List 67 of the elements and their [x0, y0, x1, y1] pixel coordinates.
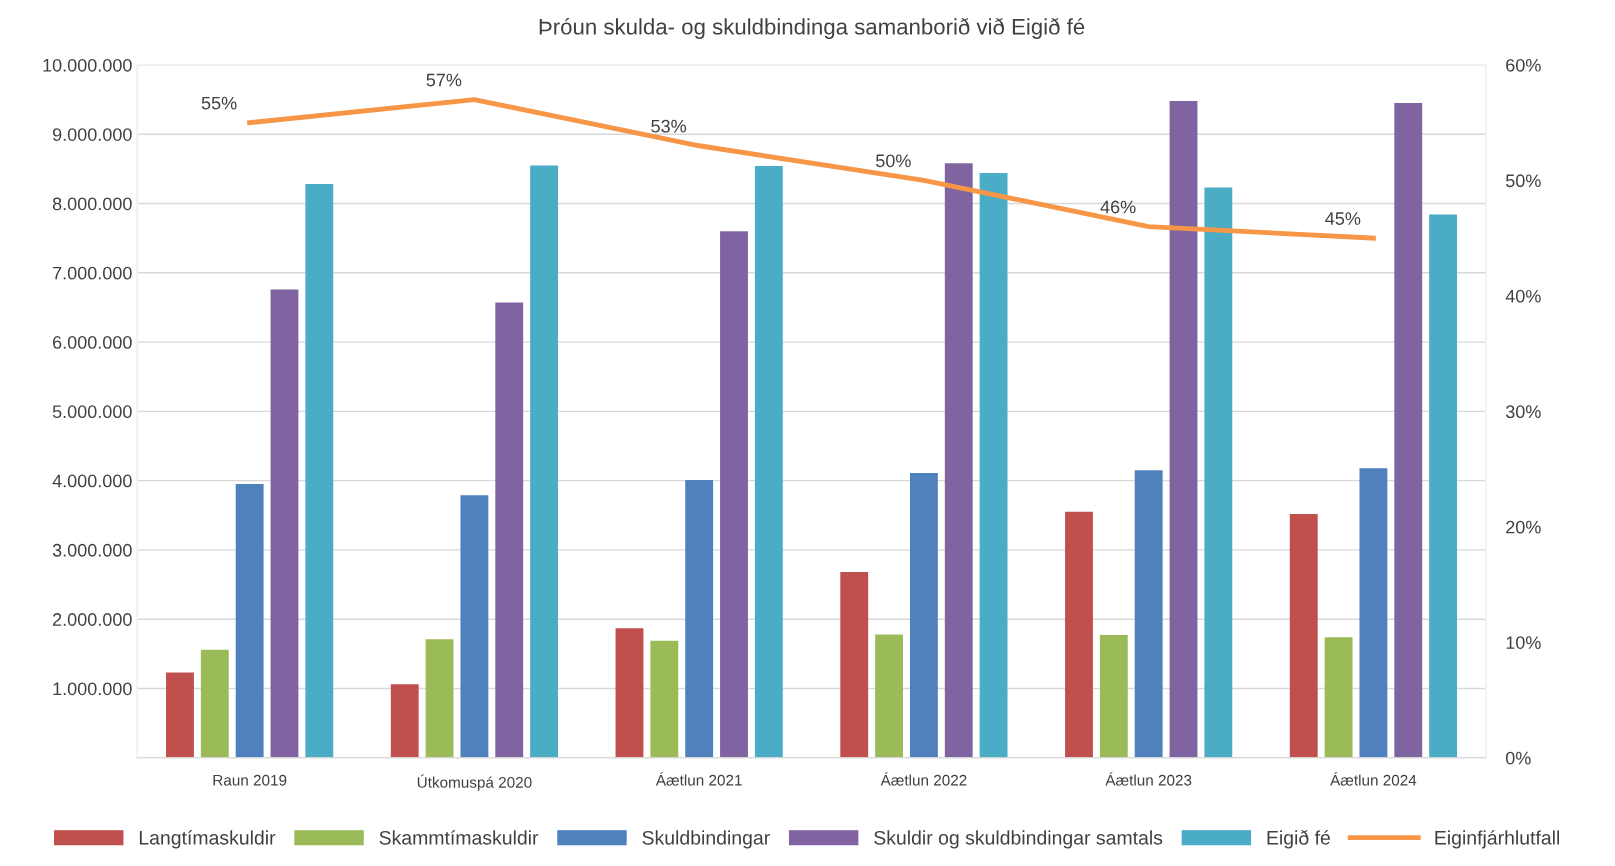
- bar: [1324, 637, 1353, 758]
- bar: [875, 634, 904, 758]
- x-tick-label: Áætlun 2024: [1330, 772, 1417, 786]
- y2-tick-label: 30%: [1505, 405, 1541, 419]
- y-tick-label: 10.000.000: [43, 58, 132, 72]
- y-tick-label: 6.000.000: [53, 336, 132, 349]
- y-tick-label: 3.000.000: [52, 543, 132, 557]
- y-tick-label: 5.000.000: [52, 405, 132, 419]
- y-tick-label: 8.000.000: [52, 197, 132, 211]
- y-tick-label: 4.000.000: [52, 474, 132, 488]
- bar: [390, 684, 419, 758]
- legend-label: Skuldir og skuldbindingar samtals: [874, 830, 1163, 849]
- y-tick-label: 7.000.000: [53, 266, 132, 280]
- bar: [909, 473, 938, 758]
- bar: [1394, 103, 1423, 758]
- x-tick-label: Áætlun 2022: [880, 772, 967, 786]
- bar: [720, 231, 748, 758]
- y2-tick-label: 10%: [1506, 636, 1541, 649]
- bar: [235, 484, 264, 758]
- data-label: 46%: [1100, 200, 1136, 214]
- bar: [1134, 470, 1163, 758]
- bar: [495, 302, 524, 758]
- bar: [685, 479, 714, 758]
- bar: [1359, 468, 1388, 758]
- legend-label: Eiginfjárhlutfall: [1435, 830, 1560, 849]
- x-tick-label: Raun 2019: [213, 774, 287, 786]
- bar: [1204, 187, 1233, 758]
- y2-tick-label: 60%: [1506, 58, 1541, 72]
- data-label: 53%: [651, 119, 687, 133]
- y2-tick-label: 20%: [1506, 520, 1541, 534]
- y2-tick-label: 40%: [1505, 289, 1541, 303]
- bar: [1289, 513, 1318, 758]
- bar: [305, 184, 334, 758]
- bar: [460, 495, 489, 758]
- bar: [1099, 635, 1128, 758]
- line-series: [247, 97, 1376, 241]
- y2-tick-label: 50%: [1505, 174, 1541, 188]
- bar: [754, 166, 783, 758]
- chart-title: Þróun skulda- og skuldbindinga samanborið við Eigið fé: [539, 17, 1085, 40]
- legend-label: Langtímaskuldir: [139, 830, 276, 849]
- data-label: 45%: [1325, 212, 1361, 225]
- bar: [166, 672, 194, 758]
- bar: [1429, 214, 1458, 758]
- bar: [270, 289, 299, 758]
- legend-label: Skammtímaskuldir: [379, 830, 539, 845]
- y-tick-label: 1.000.000: [53, 682, 132, 696]
- y-tick-label: 2.000.000: [53, 613, 132, 626]
- data-label: 50%: [876, 154, 911, 168]
- x-tick-label: Útkomuspá 2020: [417, 774, 532, 791]
- bar: [1065, 511, 1093, 758]
- bar: [650, 640, 679, 758]
- y-tick-label: 9.000.000: [52, 128, 132, 141]
- bar: [530, 165, 559, 758]
- bar: [944, 163, 973, 758]
- bar: [979, 173, 1008, 758]
- bar: [1169, 100, 1198, 758]
- data-label: 57%: [426, 73, 462, 87]
- y2-tick-label: 0%: [1505, 751, 1531, 765]
- legend-label: Eigið fé: [1267, 830, 1330, 849]
- legend-label: Skuldbindingar: [642, 830, 770, 849]
- x-tick-label: Áætlun 2023: [1105, 772, 1192, 786]
- bar: [840, 572, 869, 758]
- bar: [615, 628, 644, 758]
- x-tick-label: Áætlun 2021: [655, 772, 742, 786]
- data-label: 55%: [201, 96, 237, 110]
- bar: [200, 649, 229, 758]
- bar: [425, 639, 454, 758]
